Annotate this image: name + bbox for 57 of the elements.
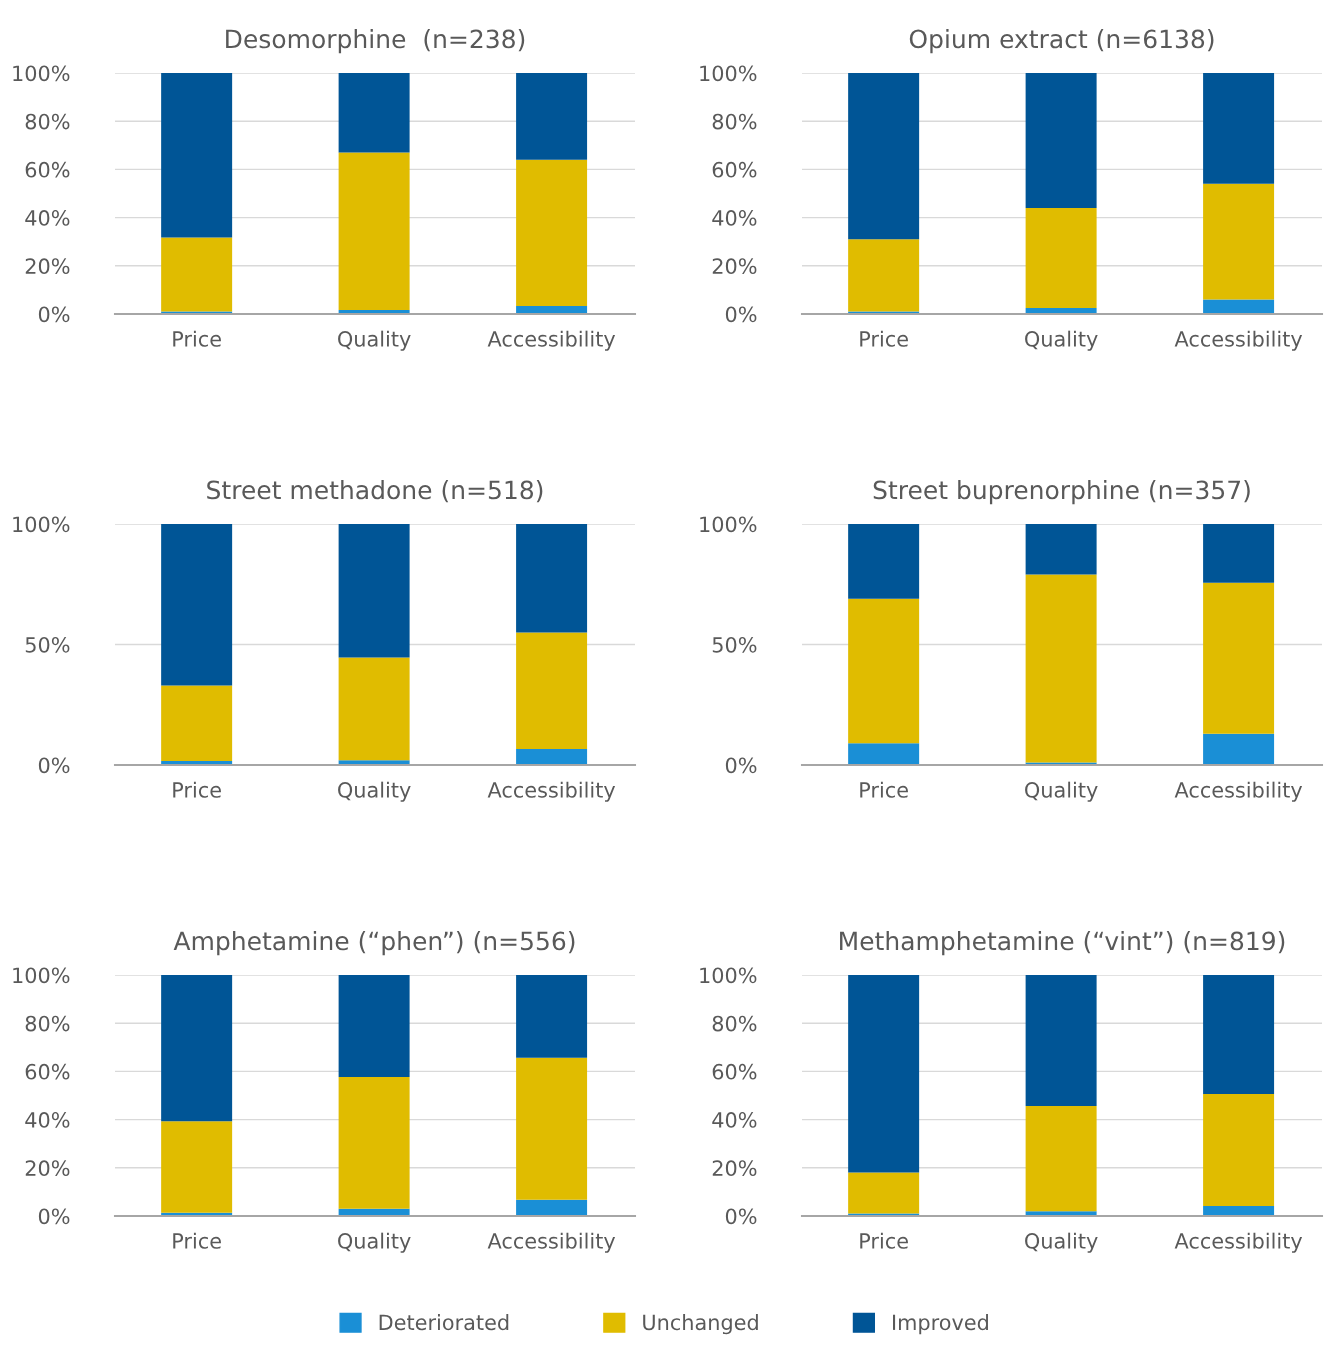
x-tick-label: Accessibility [1174,1232,1303,1253]
y-tick-label: 0% [38,757,70,774]
y-tick-label: 80% [25,1015,70,1032]
y-tick-label: 80% [712,113,757,130]
x-tick-label: Quality [1025,1232,1098,1253]
chart-title: Desomorphine (n=238) [226,29,525,54]
y-tick-label: 40% [25,210,70,226]
x-tick-label: Accessibility [487,330,616,351]
chart-title: Street buprenorphine (n=357) [873,480,1250,505]
y-tick-label: 100% [700,967,757,984]
chart-title: Opium extract (n=6138) [909,29,1214,54]
x-tick-label: Quality [338,781,411,802]
y-tick-label: 20% [712,1160,757,1177]
y-tick-label: 100% [700,516,757,533]
x-tick-label: Price [173,781,221,798]
chart-title: Methamphetamine (“vint”) (n=819) [840,931,1285,956]
y-tick-label: 100% [13,967,70,984]
x-tick-label: Accessibility [487,781,616,802]
x-tick-label: Price [173,1232,221,1249]
y-tick-label: 0% [38,1208,70,1225]
x-tick-label: Quality [1025,781,1098,802]
y-tick-label: 0% [38,306,70,323]
y-tick-label: 60% [25,161,70,178]
legend-label: Improved [893,1314,988,1335]
y-tick-label: 40% [712,1112,757,1128]
y-tick-label: 0% [725,757,757,774]
x-tick-label: Price [860,781,908,798]
y-tick-label: 20% [712,258,757,275]
x-tick-label: Quality [1025,330,1098,351]
y-tick-label: 80% [25,113,70,130]
x-tick-label: Accessibility [487,1232,616,1253]
y-tick-label: 50% [25,636,70,653]
y-tick-label: 100% [700,65,757,82]
chart-title: Street methadone (n=518) [207,480,543,503]
y-tick-label: 20% [25,258,70,275]
x-tick-label: Accessibility [1174,330,1303,351]
y-tick-label: 40% [712,210,757,226]
y-tick-label: 60% [712,161,757,178]
y-tick-label: 0% [725,1208,757,1225]
y-tick-label: 20% [25,1160,70,1177]
x-tick-label: Price [860,1232,908,1249]
y-tick-label: 50% [712,636,757,653]
y-tick-label: 0% [725,306,757,323]
x-tick-label: Quality [338,1232,411,1253]
y-tick-label: 40% [25,1112,70,1128]
x-tick-label: Price [173,330,221,347]
legend-label: Deteriorated [379,1314,509,1331]
y-tick-label: 100% [13,65,70,82]
y-tick-label: 100% [13,516,70,533]
chart-title: Amphetamine (“phen”) (n=556) [173,931,575,956]
y-tick-label: 60% [25,1063,70,1080]
x-tick-label: Price [860,330,908,347]
x-tick-label: Accessibility [1174,781,1303,802]
x-tick-label: Quality [338,330,411,351]
y-tick-label: 60% [712,1063,757,1080]
y-tick-label: 80% [712,1015,757,1032]
legend-label: Unchanged [643,1314,758,1335]
